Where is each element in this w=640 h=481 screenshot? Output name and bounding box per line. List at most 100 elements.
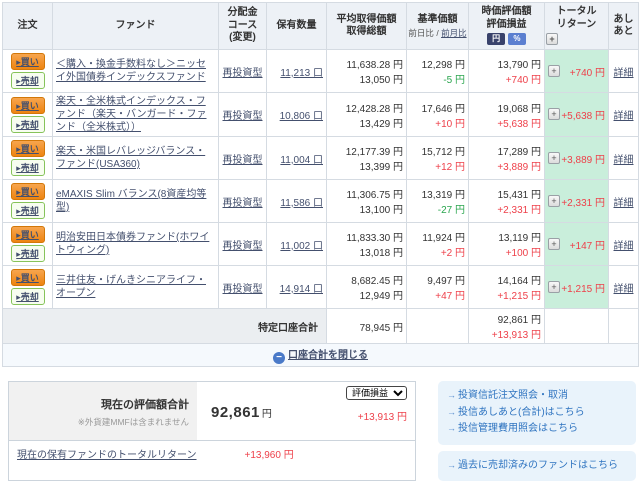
valuation-pl: +740 円 (505, 75, 541, 87)
market-value-cell: 15,431 円 +2,331 円 (468, 179, 545, 224)
nav-value: 11,924 円 (422, 233, 465, 245)
table-header: 注文 ファンド 分配金 コース (変更) 保有数量 平均取得価額 取得総額 基準… (2, 1, 639, 51)
account-total-value: 92,861 円 (497, 315, 541, 327)
col-header-nav: 基準価額 前日比 / 前月比 (406, 1, 469, 51)
distribution-course-link[interactable]: 再投資型 (222, 111, 263, 123)
total-return-value: +740 円 (569, 67, 605, 79)
order-cell: ▸買い ▸売却 (2, 179, 53, 224)
distribution-course-link[interactable]: 再投資型 (222, 283, 263, 295)
avg-acquisition-price: 11,638.28 円 (346, 60, 403, 72)
fund-row: ▸買い ▸売却 楽天・全米株式インデックス・ファンド（楽天・バンガード・ファンド（全… (2, 92, 639, 138)
detail-cell: 詳細 (608, 49, 639, 94)
total-return-cell: + +5,638 円 (544, 92, 609, 138)
buy-button[interactable]: ▸買い (10, 183, 45, 201)
yen-toggle-button[interactable]: 円 (487, 33, 506, 46)
quantity-link[interactable]: 11,002 口 (280, 240, 323, 252)
nav-day-change: +2 円 (440, 248, 465, 260)
expand-total-return-button[interactable]: + (546, 33, 558, 45)
quantity-link[interactable]: 14,914 口 (279, 283, 323, 295)
buy-button[interactable]: ▸買い (10, 140, 45, 158)
col-header-ashiato: あし あと (608, 1, 639, 51)
detail-link[interactable]: 詳細 (613, 111, 634, 123)
account-total-label: 特定口座合計 (2, 308, 327, 345)
account-total-row: 特定口座合計 78,945 円 92,861 円 +13,913 円 (2, 308, 639, 345)
expand-return-button[interactable]: + (548, 280, 560, 293)
valuation-pl: +1,215 円 (497, 291, 541, 303)
pl-mode-select[interactable]: 評価損益 (346, 386, 407, 401)
expand-return-button[interactable]: + (548, 64, 560, 77)
fund-links-box: → 投資信託注文照会・取消 → 投信あしあと(合計)はこちら → 投信管理費用照会はこ… (438, 381, 636, 445)
sell-button[interactable]: ▸売却 (10, 72, 45, 90)
expand-return-button[interactable]: + (548, 194, 560, 207)
total-acquisition-cost: 12,949 円 (359, 291, 403, 303)
nav-cell: 11,924 円 +2 円 (406, 222, 469, 267)
ashiato-total-link[interactable]: → 投信あしあと(合計)はこちら (447, 406, 585, 418)
total-return-value: +2,331 円 (561, 197, 605, 209)
total-return-cell: + +3,889 円 (544, 136, 609, 181)
expand-return-button[interactable]: + (548, 237, 560, 250)
total-acquisition-cost: 13,100 円 (359, 205, 403, 217)
detail-link[interactable]: 詳細 (613, 67, 634, 79)
quantity-link[interactable]: 11,213 口 (280, 67, 323, 79)
detail-link[interactable]: 詳細 (613, 240, 634, 252)
fund-name-link[interactable]: eMAXIS Slim バランス(8資産均等型) (56, 189, 207, 214)
distribution-course-link[interactable]: 再投資型 (222, 197, 263, 209)
sell-button[interactable]: ▸売却 (10, 159, 45, 177)
buy-button[interactable]: ▸買い (10, 53, 45, 71)
fund-table-body: ▸買い ▸売却 ＜購入・換金手数料なし＞ニッセイ外国債券インデックスファンド 再投資型… (2, 49, 639, 310)
holdings-total-return-link[interactable]: 現在の保有ファンドのトータルリターン (17, 450, 197, 462)
buy-button[interactable]: ▸買い (10, 226, 45, 244)
fund-row: ▸買い ▸売却 ＜購入・換金手数料なし＞ニッセイ外国債券インデックスファンド 再投資型… (2, 49, 639, 94)
detail-link[interactable]: 詳細 (613, 197, 634, 209)
detail-link[interactable]: 詳細 (613, 283, 634, 295)
fund-name-link[interactable]: 三井住友・げんきシニアライフ・オープン (56, 275, 206, 300)
detail-link[interactable]: 詳細 (613, 154, 634, 166)
expand-return-button[interactable]: + (548, 108, 560, 121)
order-inquiry-link[interactable]: → 投資信託注文照会・取消 (447, 390, 568, 402)
sold-funds-box: → 過去に売却済みのファンドはこちら (438, 450, 636, 481)
sold-funds-link[interactable]: → 過去に売却済みのファンドはこちら (447, 459, 618, 471)
close-account-total-link[interactable]: − 口座合計を閉じる (273, 350, 368, 365)
quantity-link[interactable]: 10,806 口 (279, 111, 323, 123)
fund-name-cell: ＜購入・換金手数料なし＞ニッセイ外国債券インデックスファンド (52, 49, 219, 94)
buy-button[interactable]: ▸買い (10, 96, 45, 114)
fund-row: ▸買い ▸売却 楽天・米国レバレッジバランス・ファンド(USA360) 再投資型 11,… (2, 136, 639, 181)
sell-button[interactable]: ▸売却 (10, 202, 45, 220)
expand-return-button[interactable]: + (548, 151, 560, 164)
management-fee-link[interactable]: → 投信管理費用照会はこちら (447, 423, 578, 435)
holdings-total-return-value: +13,960 円 (244, 450, 294, 462)
market-value: 15,431 円 (497, 190, 541, 202)
valuation-pl: +5,638 円 (497, 118, 541, 130)
order-cell: ▸買い ▸売却 (2, 222, 53, 267)
fund-name-link[interactable]: 楽天・米国レバレッジバランス・ファンド(USA360) (56, 146, 206, 171)
market-value-cell: 17,289 円 +3,889 円 (468, 136, 545, 181)
nav-value: 13,319 円 (421, 190, 465, 202)
distribution-course-link[interactable]: 再投資型 (222, 240, 263, 252)
detail-cell: 詳細 (608, 222, 639, 267)
quantity-link[interactable]: 11,586 口 (280, 197, 323, 209)
prev-month-link[interactable]: 前月比 (441, 27, 467, 38)
detail-cell: 詳細 (608, 179, 639, 224)
col-header-quantity: 保有数量 (266, 1, 327, 51)
distribution-course-link[interactable]: 再投資型 (222, 154, 263, 166)
nav-cell: 12,298 円 -5 円 (406, 49, 469, 94)
percent-toggle-button[interactable]: % (507, 33, 526, 46)
quantity-cell: 11,586 口 (266, 179, 327, 224)
distribution-course-link[interactable]: 再投資型 (222, 67, 263, 79)
distribution-course-cell: 再投資型 (218, 222, 267, 267)
distribution-course-cell: 再投資型 (218, 179, 267, 224)
sell-button[interactable]: ▸売却 (10, 115, 45, 133)
quantity-link[interactable]: 11,004 口 (280, 154, 323, 166)
avg-price-cell: 8,682.45 円 12,949 円 (326, 265, 407, 310)
minus-circle-icon: − (273, 352, 285, 365)
sell-button[interactable]: ▸売却 (10, 245, 45, 263)
nav-value: 17,646 円 (421, 103, 465, 115)
sell-button[interactable]: ▸売却 (10, 288, 45, 306)
fund-name-link[interactable]: ＜購入・換金手数料なし＞ニッセイ外国債券インデックスファンド (56, 59, 206, 84)
fund-name-link[interactable]: 楽天・全米株式インデックス・ファンド（楽天・バンガード・ファンド（全米株式）） (56, 96, 207, 134)
market-value: 13,790 円 (497, 60, 541, 72)
nav-cell: 13,319 円 -27 円 (406, 179, 469, 224)
fund-name-link[interactable]: 明治安田日本債券ファンド(ホワイトウィング) (56, 232, 210, 257)
market-value: 17,289 円 (497, 147, 541, 159)
buy-button[interactable]: ▸買い (10, 269, 45, 287)
